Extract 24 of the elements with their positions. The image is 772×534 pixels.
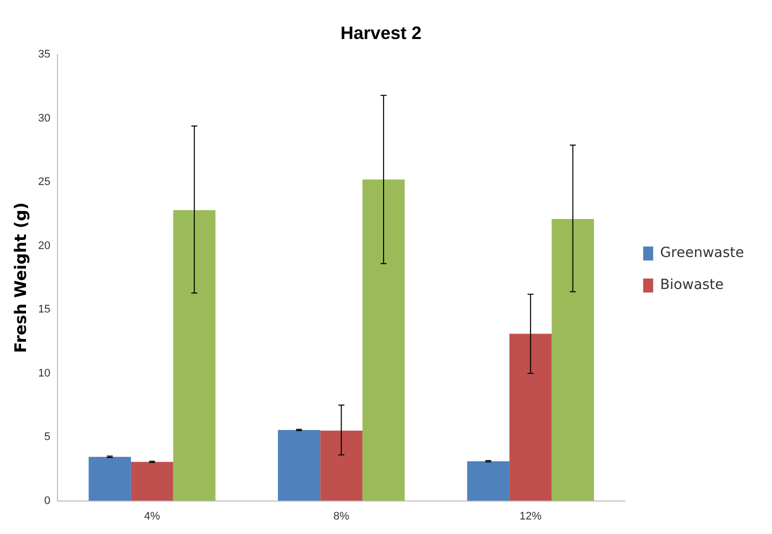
chart-title: Harvest 2	[340, 22, 422, 43]
bar	[173, 210, 216, 501]
x-tick-label: 12%	[520, 510, 542, 522]
y-tick-label: 25	[38, 176, 50, 188]
legend-label: Biowaste	[660, 277, 724, 294]
y-tick-label: 0	[44, 494, 50, 507]
legend-label: Greenwaste	[660, 245, 744, 262]
y-tick-label: 10	[38, 367, 50, 380]
bar	[467, 461, 510, 501]
bar	[130, 462, 174, 501]
bar	[320, 430, 362, 501]
y-axis-title: Fresh Weight (g)	[10, 202, 30, 354]
y-tick-label: 35	[38, 48, 50, 61]
x-tick-label: 4%	[144, 510, 160, 522]
bar	[88, 456, 131, 501]
bar	[362, 180, 405, 501]
y-tick-label: 20	[38, 240, 50, 252]
y-tick-label: 5	[44, 431, 50, 444]
bar	[278, 430, 320, 501]
bar	[509, 334, 552, 501]
x-tick-label: 8%	[333, 510, 350, 522]
y-tick-label: 30	[38, 112, 50, 124]
y-tick-label: 15	[38, 304, 50, 316]
bar	[552, 219, 594, 501]
